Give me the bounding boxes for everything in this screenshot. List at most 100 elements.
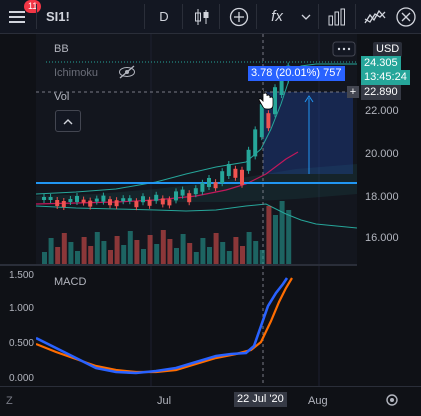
countdown-tag: 13:45:24 xyxy=(361,70,410,85)
volume-bar xyxy=(220,242,226,264)
legend-vol[interactable]: Vol xyxy=(54,91,70,103)
candle xyxy=(187,193,192,203)
compare-icon[interactable] xyxy=(361,0,389,33)
legend-ichimoku[interactable]: Ichimoku xyxy=(54,67,99,79)
volume-bar xyxy=(180,234,186,264)
price-axis-label: 18.000 xyxy=(365,191,399,203)
divider xyxy=(144,4,145,29)
divider xyxy=(182,4,183,29)
volume-bar xyxy=(141,249,146,264)
candles-icon[interactable] xyxy=(188,0,216,33)
price-chart-svg xyxy=(35,34,358,264)
indicators-fx-icon[interactable]: fx xyxy=(271,8,283,25)
volume-bar xyxy=(42,252,47,264)
zoom-icon[interactable]: Z xyxy=(6,395,13,407)
candle xyxy=(127,198,132,202)
measure-arrow-head xyxy=(304,95,314,103)
macd-line xyxy=(35,277,289,375)
volume-bar xyxy=(48,238,54,264)
candle xyxy=(273,87,277,115)
candle xyxy=(154,194,159,201)
volume-bar xyxy=(121,245,127,264)
candle xyxy=(259,104,264,138)
candle xyxy=(253,129,258,157)
ichimoku-cloud xyxy=(36,164,357,202)
candle xyxy=(88,200,93,207)
volume-bars xyxy=(42,201,292,264)
candle xyxy=(174,191,178,201)
candle xyxy=(193,188,198,195)
volume-bar xyxy=(273,215,278,264)
add-alert-icon[interactable]: + xyxy=(347,86,359,98)
candle xyxy=(55,200,60,206)
symbol-search-button[interactable]: SI1! xyxy=(46,9,70,24)
candle xyxy=(42,197,46,200)
candle xyxy=(213,182,218,189)
macd-axis-label: 0.000 xyxy=(8,373,34,384)
volume-bar xyxy=(240,246,245,264)
interval-button[interactable]: D xyxy=(159,9,169,24)
candle xyxy=(240,169,244,185)
volume-bar xyxy=(286,210,292,264)
candle xyxy=(108,199,112,206)
price-axis-label: 16.000 xyxy=(365,232,399,244)
dot-icon xyxy=(337,47,341,51)
price-axis[interactable]: USD 24.305 13:45:24 + 22.890 22.000 20.0… xyxy=(347,34,421,386)
time-axis[interactable]: Z Jul 22 Jul '20 Aug xyxy=(0,386,421,416)
dot-icon xyxy=(342,47,346,51)
settings-icon[interactable] xyxy=(392,0,420,33)
candle xyxy=(279,74,284,95)
candle xyxy=(81,199,86,203)
chevron-down-icon[interactable] xyxy=(297,0,315,33)
hand-cursor-icon xyxy=(258,87,274,115)
settings-gear-icon[interactable] xyxy=(384,392,400,413)
volume-bar xyxy=(266,206,272,264)
legend-bb[interactable]: BB xyxy=(54,43,69,55)
currency-button[interactable]: USD xyxy=(373,42,403,57)
price-axis-label: 22.000 xyxy=(365,105,399,117)
volume-bar xyxy=(233,237,239,264)
volume-bar xyxy=(147,235,153,264)
eye-hidden-icon[interactable] xyxy=(118,65,136,84)
candle xyxy=(61,201,66,207)
volume-bar xyxy=(127,231,133,264)
volume-bar xyxy=(160,230,166,264)
volume-bar xyxy=(88,246,94,264)
candle xyxy=(101,195,106,202)
price-axis-label: 20.000 xyxy=(365,148,399,160)
volume-bar xyxy=(108,250,113,264)
macd-pane[interactable] xyxy=(35,266,357,386)
chevron-up-icon xyxy=(63,118,73,124)
candle xyxy=(160,198,165,205)
add-indicator-icon[interactable] xyxy=(225,0,253,33)
pane-separator[interactable] xyxy=(0,264,421,266)
volume-bar xyxy=(200,238,206,264)
volume-bar xyxy=(259,250,265,264)
divider xyxy=(256,4,257,29)
macd-left-axis: 1.500 1.000 0.500 0.000 xyxy=(0,266,36,386)
top-toolbar: 11 SI1! D fx xyxy=(0,0,421,34)
candle xyxy=(246,149,251,171)
macd-axis-label: 0.500 xyxy=(8,338,34,349)
candlesticks xyxy=(42,62,291,211)
last-price-tag: 24.305 xyxy=(361,56,401,71)
volume-bar xyxy=(187,243,193,264)
menu-button[interactable]: 11 xyxy=(2,0,42,33)
macd-title[interactable]: MACD xyxy=(54,276,87,288)
financials-icon[interactable] xyxy=(323,0,351,33)
candle xyxy=(226,164,231,176)
hamburger-icon xyxy=(9,8,25,26)
candle xyxy=(180,189,185,196)
volume-bar xyxy=(174,248,179,264)
volume-bar xyxy=(75,251,80,264)
moving-average-line xyxy=(35,151,299,205)
candle xyxy=(48,197,53,200)
macd-axis-label: 1.000 xyxy=(8,303,34,314)
volume-bar xyxy=(154,244,160,264)
candle xyxy=(68,199,73,202)
volume-bar xyxy=(207,247,212,264)
collapse-legend-button[interactable] xyxy=(55,110,81,132)
volume-bar xyxy=(279,201,285,264)
candle xyxy=(207,178,211,187)
measure-box xyxy=(263,92,353,174)
